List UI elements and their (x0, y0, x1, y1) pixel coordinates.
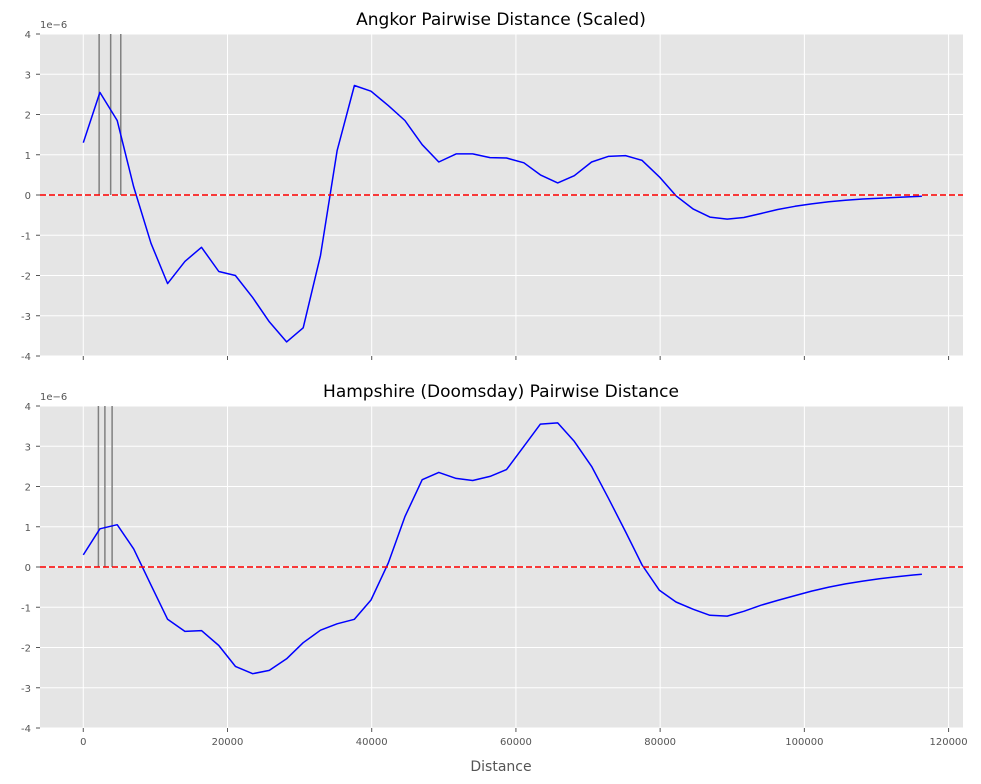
x-tick-label: 100000 (785, 737, 823, 748)
y-grid (40, 33, 963, 357)
x-tick-label: 120000 (929, 737, 967, 748)
y-tick-label: 0 (25, 191, 31, 202)
y-tick-label: -1 (21, 231, 31, 242)
chart-title: Hampshire (Doomsday) Pairwise Distance (323, 382, 679, 402)
y-tick-label: -2 (21, 272, 31, 283)
y-tick-label: 1 (25, 151, 31, 162)
y-tick-label: -4 (21, 724, 31, 735)
x-tick-label: 20000 (212, 737, 244, 748)
angkor-chart: -4 -3 -2 -1 0 1 2 3 4 Angkor Pairwise Distance (… (21, 10, 963, 363)
y-offset-label: 1e−6 (40, 20, 67, 31)
y-tick-label: 4 (25, 30, 31, 41)
y-tick-label: 3 (25, 70, 31, 81)
y-tick-label: 1 (25, 523, 31, 534)
y-tick-label: -1 (21, 603, 31, 614)
y-tick-label: 0 (25, 563, 31, 574)
data-marks (40, 406, 963, 675)
chart-title: Angkor Pairwise Distance (Scaled) (356, 10, 646, 30)
x-tick-label: 0 (80, 737, 86, 748)
y-tick-label: -3 (21, 312, 31, 323)
x-axis-label: Distance (470, 759, 531, 775)
x-tick-label: 60000 (500, 737, 532, 748)
y-tick-label: -4 (21, 352, 31, 363)
ticks: 0 20000 40000 60000 80000 100000 120000 -4 -3 -2 -… (21, 402, 968, 748)
y-tick-label: 2 (25, 483, 31, 494)
series-line (82, 84, 922, 343)
x-tick-label: 80000 (644, 737, 676, 748)
data-marks (40, 34, 963, 343)
y-tick-label: 3 (25, 442, 31, 453)
ticks: -4 -3 -2 -1 0 1 2 3 4 (21, 30, 950, 363)
y-offset-label: 1e−6 (40, 392, 67, 403)
hampshire-chart: 0 20000 40000 60000 80000 100000 120000 -4 -3 -2 -… (21, 382, 968, 775)
y-tick-label: -2 (21, 644, 31, 655)
y-tick-label: 2 (25, 111, 31, 122)
y-tick-label: 4 (25, 402, 31, 413)
x-tick-label: 40000 (356, 737, 388, 748)
y-tick-label: -3 (21, 684, 31, 695)
series-line (82, 422, 922, 675)
